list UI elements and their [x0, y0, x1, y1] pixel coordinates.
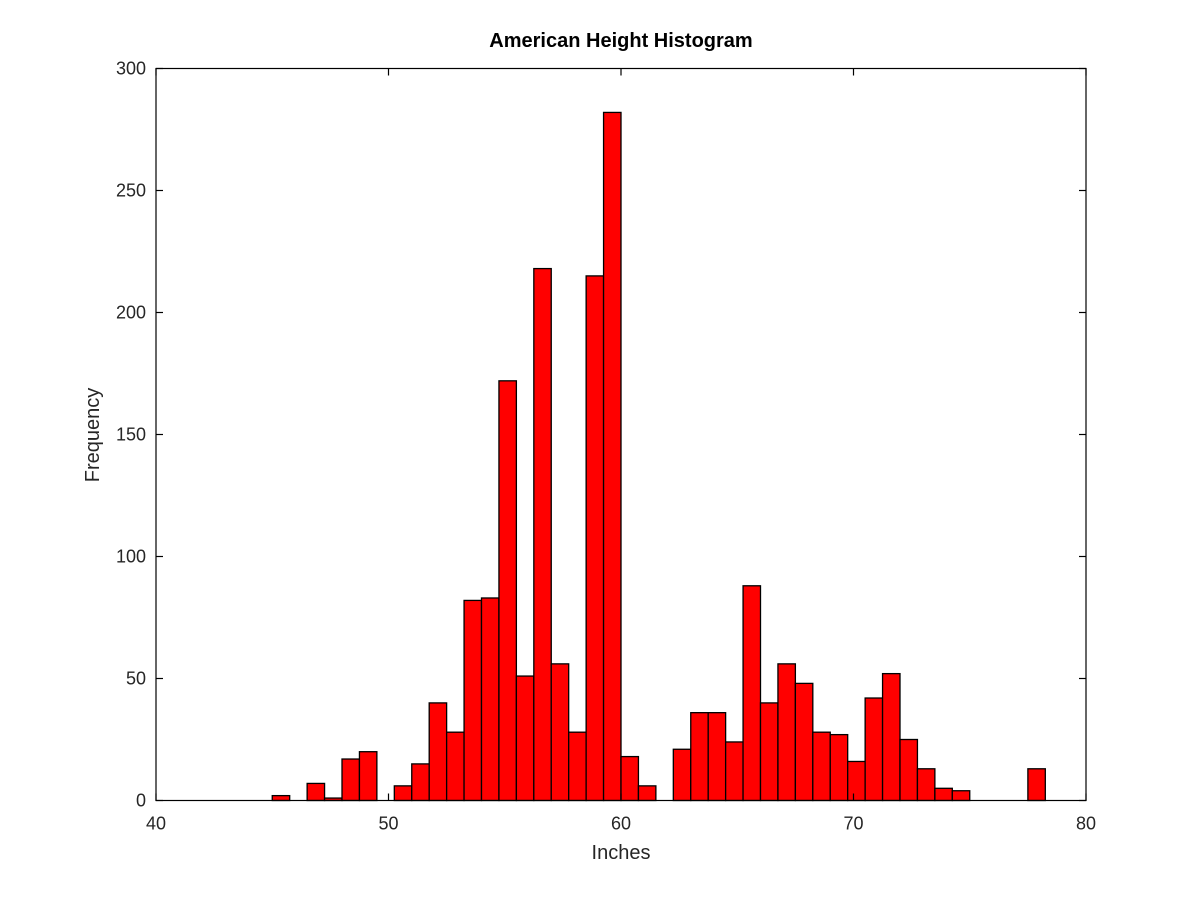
histogram-bar [672, 748, 692, 802]
histogram-bar [550, 663, 570, 802]
histogram-bar [480, 597, 500, 802]
histogram-bar [724, 741, 744, 802]
histogram-bar [498, 380, 518, 802]
histogram-bar [759, 702, 779, 802]
histogram-bar [271, 794, 291, 802]
histogram-bar [690, 712, 709, 802]
histogram-bar [1027, 768, 1046, 802]
x-tick-label: 40 [146, 814, 166, 834]
histogram-bar [515, 675, 535, 802]
histogram-bar [393, 785, 413, 802]
ticks-layer: 40 50 60 70 80 0 50 100 150 200 250 300 [116, 59, 1096, 834]
histogram-bar [881, 672, 901, 802]
histogram-bar [951, 790, 971, 802]
histogram-bar [916, 768, 936, 802]
histogram-bar [585, 275, 605, 802]
histogram-bar [742, 585, 762, 802]
histogram-bar [463, 599, 483, 802]
x-tick-label: 50 [378, 814, 398, 834]
x-tick-label: 80 [1076, 814, 1096, 834]
x-tick-label: 60 [611, 814, 631, 834]
histogram-bar [794, 682, 814, 802]
y-tick-label: 250 [116, 181, 146, 201]
histogram-bar [777, 663, 797, 802]
histogram-bar [411, 763, 430, 802]
histogram-bar [428, 702, 448, 802]
y-axis-label: Frequency [82, 388, 104, 483]
histogram-bar [306, 782, 326, 802]
bars-layer [271, 111, 1046, 802]
chart-title: American Height Histogram [489, 30, 752, 52]
histogram-bar [568, 731, 587, 802]
histogram-bar [812, 731, 831, 802]
y-tick-label: 100 [116, 547, 146, 567]
x-axis-label: Inches [592, 842, 651, 864]
y-tick-label: 50 [126, 669, 146, 689]
histogram-bar [864, 697, 884, 802]
histogram-bar [934, 787, 953, 802]
histogram-bar [637, 785, 657, 802]
histogram-bar [620, 755, 640, 802]
histogram-bar [445, 731, 465, 802]
y-tick-label: 300 [116, 59, 146, 79]
histogram-bar [899, 738, 919, 802]
histogram-bar [829, 733, 849, 802]
y-tick-label: 200 [116, 303, 146, 323]
histogram-bar [533, 267, 552, 802]
histogram-bar [358, 751, 378, 802]
histogram-bar [602, 111, 622, 802]
histogram-bar [847, 760, 866, 802]
y-tick-label: 150 [116, 425, 146, 445]
histogram-bar [341, 758, 361, 802]
y-tick-label: 0 [136, 791, 146, 811]
x-tick-label: 70 [843, 814, 863, 834]
histogram-bar [707, 712, 727, 802]
